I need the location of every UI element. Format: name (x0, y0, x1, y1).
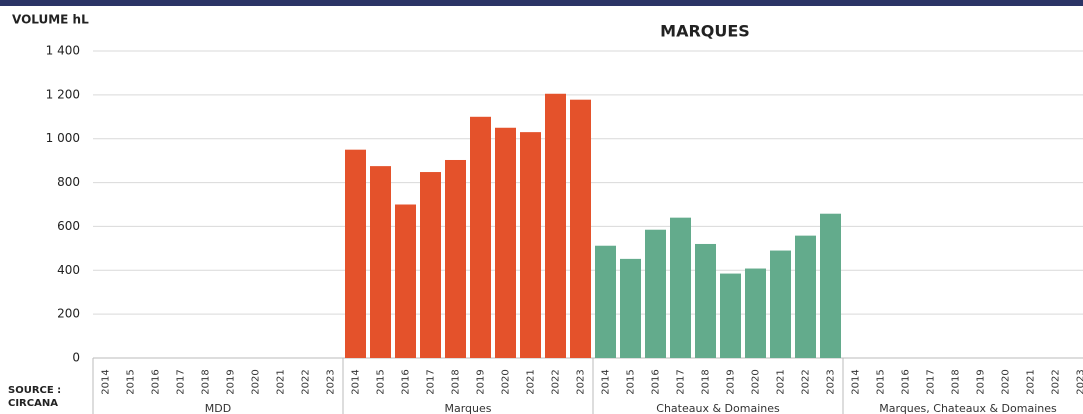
x-tick-label: 2019 (976, 369, 987, 394)
x-tick-label: 2018 (451, 369, 462, 394)
x-tick-label: 2014 (351, 369, 362, 394)
x-tick-label: 2022 (1051, 369, 1062, 394)
x-tick-label: 2018 (701, 369, 712, 394)
y-axis-label: VOLUME hL (12, 13, 89, 27)
x-tick-label: 2021 (276, 369, 287, 394)
bar (670, 217, 691, 358)
bar (445, 159, 466, 358)
top-band (0, 0, 1083, 6)
x-tick-label: 2017 (676, 369, 687, 394)
x-tick-label: 2020 (251, 369, 262, 394)
source-text: SOURCE : (8, 385, 61, 396)
bar (720, 273, 741, 358)
bar (620, 258, 641, 358)
x-tick-label: 2014 (101, 369, 112, 394)
x-tick-label: 2018 (951, 369, 962, 394)
x-tick-label: 2016 (651, 369, 662, 394)
x-tick-label: 2023 (326, 369, 337, 394)
x-tick-label: 2023 (1076, 369, 1083, 394)
bar (395, 204, 416, 358)
group-label: Chateaux & Domaines (656, 402, 780, 414)
x-tick-label: 2020 (751, 369, 762, 394)
bar (820, 213, 841, 358)
bar (545, 93, 566, 358)
bar (345, 149, 366, 358)
x-tick-label: 2019 (476, 369, 487, 394)
bar (470, 116, 491, 359)
x-tick-label: 2022 (551, 369, 562, 394)
x-tick-label: 2016 (901, 369, 912, 394)
y-tick-label: 600 (57, 219, 80, 233)
x-tick-label: 2023 (826, 369, 837, 394)
x-tick-label: 2019 (726, 369, 737, 394)
bar (745, 268, 766, 358)
source-text-2: CIRCANA (8, 398, 58, 409)
bar (695, 243, 716, 358)
group-label: Marques, Chateaux & Domaines (879, 402, 1057, 414)
x-tick-label: 2017 (426, 369, 437, 394)
source: SOURCE : CIRCANA (8, 385, 65, 409)
x-tick-label: 2014 (601, 369, 612, 394)
x-tick-label: 2017 (176, 369, 187, 394)
x-tick-label: 2015 (876, 369, 887, 394)
x-tick-label: 2021 (1026, 369, 1037, 394)
x-tick-label: 2015 (376, 369, 387, 394)
chart-title: MARQUES (660, 22, 750, 41)
y-tick-label: 1 000 (46, 131, 80, 145)
bar (645, 229, 666, 358)
x-tick-label: 2015 (126, 369, 137, 394)
bar (770, 250, 791, 358)
x-tick-label: 2021 (776, 369, 787, 394)
bar (595, 245, 616, 358)
bar (795, 235, 816, 358)
x-tick-label: 2018 (201, 369, 212, 394)
x-tick-label: 2016 (151, 369, 162, 394)
y-tick-label: 200 (57, 307, 80, 321)
bar (370, 166, 391, 358)
x-tick-label: 2014 (851, 369, 862, 394)
x-tick-label: 2020 (1001, 369, 1012, 394)
group-label: Marques (444, 402, 491, 414)
bar (570, 99, 591, 358)
x-tick-label: 2020 (501, 369, 512, 394)
y-tick-label: 0 (72, 351, 80, 365)
group-label: MDD (205, 402, 231, 414)
bar (520, 132, 541, 358)
x-tick-label: 2022 (301, 369, 312, 394)
x-tick-label: 2016 (401, 369, 412, 394)
bar (495, 127, 516, 358)
y-tick-label: 400 (57, 263, 80, 277)
y-tick-label: 1 400 (46, 44, 80, 58)
bar (420, 172, 441, 358)
y-tick-label: 800 (57, 175, 80, 189)
x-tick-label: 2023 (576, 369, 587, 394)
x-tick-label: 2015 (626, 369, 637, 394)
x-tick-label: 2017 (926, 369, 937, 394)
x-tick-label: 2021 (526, 369, 537, 394)
y-tick-label: 1 200 (46, 87, 80, 101)
x-tick-label: 2022 (801, 369, 812, 394)
x-tick-label: 2019 (226, 369, 237, 394)
